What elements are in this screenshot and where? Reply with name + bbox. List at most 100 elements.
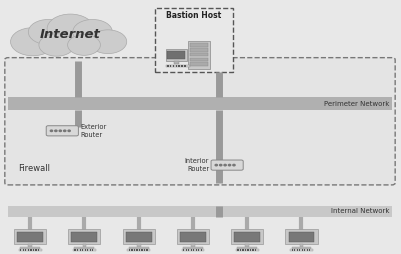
Circle shape — [50, 130, 53, 132]
Bar — [181, 249, 204, 251]
Bar — [298, 249, 300, 251]
Bar — [192, 249, 194, 251]
Text: Bastion Host: Bastion Host — [166, 11, 221, 20]
Bar — [249, 249, 251, 251]
Bar — [166, 49, 186, 61]
Bar — [175, 65, 177, 67]
Circle shape — [59, 130, 61, 132]
Text: Interior
Router: Interior Router — [184, 158, 209, 172]
Circle shape — [89, 30, 126, 54]
Circle shape — [215, 164, 217, 166]
FancyBboxPatch shape — [211, 160, 243, 170]
Bar — [35, 249, 36, 251]
Bar — [182, 247, 203, 249]
Bar — [23, 249, 24, 251]
Bar — [28, 244, 32, 247]
Circle shape — [39, 34, 74, 56]
Bar — [18, 249, 42, 251]
Bar — [190, 53, 208, 56]
Bar — [245, 244, 249, 247]
Bar — [185, 249, 186, 251]
Bar — [178, 65, 180, 67]
Circle shape — [10, 28, 55, 56]
Bar — [33, 249, 34, 251]
Text: Internal Network: Internal Network — [330, 209, 388, 214]
Bar — [146, 249, 147, 251]
Bar — [138, 249, 140, 251]
Bar — [231, 229, 263, 244]
Bar — [136, 244, 140, 247]
Bar — [136, 249, 137, 251]
Bar — [134, 249, 135, 251]
Bar — [87, 249, 88, 251]
Bar — [294, 249, 295, 251]
Bar — [242, 249, 243, 251]
Bar — [190, 43, 208, 47]
Bar — [82, 249, 83, 251]
Circle shape — [219, 164, 221, 166]
Bar — [28, 249, 29, 251]
Bar — [190, 249, 191, 251]
Bar — [74, 249, 75, 251]
Bar — [190, 58, 208, 61]
Bar — [237, 247, 257, 249]
Bar — [200, 249, 201, 251]
Bar — [181, 65, 182, 67]
Bar — [20, 247, 40, 249]
Bar — [73, 249, 95, 251]
Bar — [172, 65, 174, 67]
Bar — [188, 249, 189, 251]
Bar — [126, 232, 151, 242]
Bar — [84, 249, 85, 251]
Bar — [195, 249, 196, 251]
Text: Firewall: Firewall — [18, 164, 50, 173]
Bar — [77, 249, 78, 251]
Bar — [89, 249, 91, 251]
FancyBboxPatch shape — [46, 126, 78, 136]
Bar — [82, 244, 86, 247]
Bar — [304, 249, 305, 251]
Bar — [237, 249, 238, 251]
Bar — [234, 232, 259, 242]
Bar — [144, 249, 145, 251]
Bar — [254, 249, 255, 251]
Circle shape — [67, 35, 100, 55]
Bar — [285, 229, 317, 244]
Bar — [131, 249, 132, 251]
Bar — [8, 97, 391, 110]
Bar — [180, 232, 205, 242]
Bar — [25, 249, 26, 251]
Bar — [188, 41, 210, 69]
Bar — [29, 35, 111, 48]
Circle shape — [55, 130, 57, 132]
Text: Internet: Internet — [40, 28, 101, 41]
Bar — [247, 249, 248, 251]
Bar — [190, 244, 194, 247]
Bar — [184, 65, 185, 67]
Bar — [308, 249, 310, 251]
Bar — [239, 249, 241, 251]
Bar — [291, 247, 311, 249]
Bar — [190, 48, 208, 52]
Bar — [301, 249, 302, 251]
Bar — [8, 206, 391, 217]
Circle shape — [223, 164, 226, 166]
Bar — [291, 249, 292, 251]
Bar — [68, 229, 100, 244]
Bar — [71, 232, 97, 242]
Bar — [252, 249, 253, 251]
Bar — [17, 232, 43, 242]
Bar — [20, 249, 21, 251]
Bar — [299, 244, 303, 247]
Bar — [306, 249, 307, 251]
Bar — [38, 249, 39, 251]
FancyBboxPatch shape — [5, 58, 394, 185]
Bar — [127, 249, 150, 251]
Circle shape — [28, 20, 68, 44]
Bar — [166, 65, 190, 67]
Bar — [128, 249, 130, 251]
Bar — [30, 249, 31, 251]
Bar — [296, 249, 297, 251]
Bar — [122, 229, 154, 244]
Circle shape — [68, 130, 70, 132]
